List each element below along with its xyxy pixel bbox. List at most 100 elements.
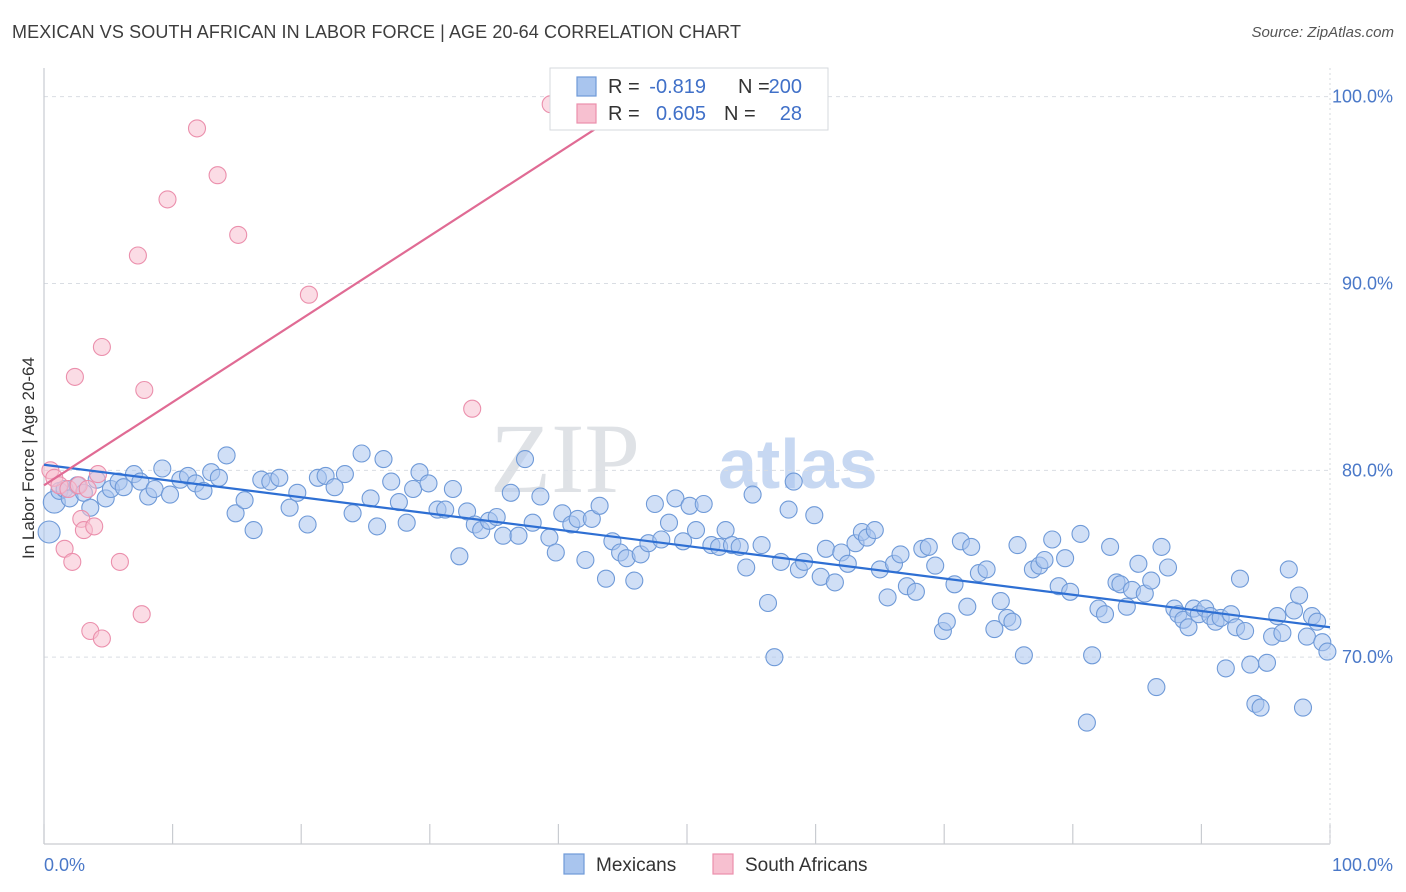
point-south-africans-18 <box>132 605 151 624</box>
point-mexicans-90 <box>716 521 735 540</box>
point-south-africans-15 <box>92 337 111 357</box>
point-south-africans-25 <box>463 399 482 418</box>
point-mexicans-130 <box>985 620 1004 639</box>
point-mexicans-143 <box>1071 524 1090 543</box>
point-mexicans-108 <box>838 554 857 573</box>
legend-r-value-2: 0.605 <box>656 103 706 125</box>
trend-line-mexicans <box>43 463 1331 629</box>
point-mexicans-172 <box>1230 569 1250 588</box>
point-mexicans-94 <box>743 485 762 504</box>
point-mexicans-141 <box>1056 549 1075 568</box>
point-mexicans-44 <box>382 472 401 491</box>
point-mexicans-53 <box>450 547 469 566</box>
legend-n-value-2: 28 <box>780 103 802 125</box>
point-mexicans-22 <box>194 481 213 500</box>
point-south-africans-16 <box>110 552 129 571</box>
chart-source: Source: ZipAtlas.com <box>1251 24 1394 41</box>
y-tick-label-2: 90.0% <box>1342 274 1393 294</box>
point-mexicans-98 <box>771 552 790 571</box>
point-south-africans-12 <box>85 517 104 536</box>
point-mexicans-182 <box>1284 601 1304 620</box>
point-mexicans-73 <box>596 569 616 588</box>
point-mexicans-147 <box>1095 605 1115 624</box>
point-mexicans-121 <box>926 556 945 575</box>
point-south-africans-10 <box>78 479 97 499</box>
point-south-africans-23 <box>229 225 248 244</box>
point-mexicans-25 <box>217 446 236 465</box>
point-mexicans-40 <box>352 444 371 463</box>
trend-line-south-africans <box>43 77 675 487</box>
point-mexicans-27 <box>235 491 254 510</box>
point-mexicans-46 <box>397 513 416 532</box>
point-mexicans-70 <box>576 550 595 570</box>
point-mexicans-134 <box>1008 536 1027 555</box>
legend-n-label-2: N = <box>724 103 761 125</box>
bottom-legend: Mexicans South Africans <box>563 853 868 876</box>
point-mexicans-120 <box>919 537 938 556</box>
point-mexicans-99 <box>779 500 798 519</box>
bottom-legend-swatch-south-africans <box>712 853 734 875</box>
point-mexicans-18 <box>160 485 180 504</box>
point-south-africans-13 <box>88 465 108 484</box>
point-mexicans-62 <box>515 450 535 469</box>
point-mexicans-180 <box>1273 623 1292 642</box>
point-mexicans-185 <box>1297 627 1316 646</box>
point-mexicans-72 <box>590 496 609 515</box>
point-mexicans-126 <box>958 597 977 616</box>
legend-swatch-mexicans <box>576 76 597 97</box>
bottom-legend-label-south-africans: South Africans <box>745 855 868 876</box>
point-mexicans-86 <box>686 521 706 540</box>
point-mexicans-131 <box>991 592 1010 611</box>
y-axis-label: In Labor Force | Age 20-64 <box>19 357 38 559</box>
bottom-legend-label-mexicans: Mexicans <box>596 855 676 876</box>
point-mexicans-155 <box>1142 571 1161 590</box>
point-south-africans-6 <box>65 367 84 386</box>
point-mexicans-83 <box>666 489 685 508</box>
point-mexicans-153 <box>1129 554 1148 573</box>
point-mexicans-33 <box>288 483 307 502</box>
point-south-africans-19 <box>135 380 154 400</box>
point-mexicans-145 <box>1083 646 1102 665</box>
point-mexicans-181 <box>1279 560 1298 579</box>
point-mexicans-100 <box>784 472 803 491</box>
point-mexicans-34 <box>298 515 317 534</box>
series-points <box>37 89 1337 732</box>
point-south-africans-24 <box>299 285 318 304</box>
point-mexicans-158 <box>1158 558 1178 577</box>
point-mexicans-142 <box>1061 582 1080 601</box>
legend-n-label-1: N = <box>738 76 775 98</box>
point-mexicans-129 <box>977 560 996 579</box>
point-mexicans-138 <box>1035 550 1054 570</box>
point-mexicans-60 <box>501 483 520 502</box>
point-south-africans-5 <box>63 552 82 571</box>
x-tick-labels: 0.0% 100.0% <box>44 855 1393 875</box>
y-tick-label-1: 80.0% <box>1342 460 1393 480</box>
point-mexicans-47 <box>404 479 423 499</box>
gridlines <box>44 96 1330 658</box>
point-mexicans-63 <box>523 513 542 532</box>
point-mexicans-157 <box>1152 537 1171 556</box>
point-mexicans-139 <box>1043 530 1062 549</box>
point-south-africans-22 <box>208 166 227 185</box>
point-mexicans-0 <box>37 520 61 544</box>
point-mexicans-61 <box>509 526 528 545</box>
point-mexicans-87 <box>694 494 713 514</box>
point-mexicans-17 <box>153 459 172 478</box>
y-tick-labels: 70.0% 80.0% 90.0% 100.0% <box>1332 87 1393 667</box>
point-mexicans-106 <box>825 573 844 592</box>
point-mexicans-133 <box>1003 612 1022 631</box>
y-tick-label-3: 100.0% <box>1332 87 1393 107</box>
point-mexicans-71 <box>582 509 601 528</box>
point-mexicans-52 <box>443 479 462 499</box>
point-mexicans-26 <box>226 504 245 523</box>
point-mexicans-123 <box>937 612 956 631</box>
legend-n-value-1: 200 <box>769 76 802 98</box>
point-mexicans-148 <box>1101 537 1120 556</box>
point-mexicans-64 <box>531 487 550 506</box>
point-mexicans-114 <box>878 588 897 607</box>
point-mexicans-77 <box>625 571 644 590</box>
point-south-africans-21 <box>187 119 207 138</box>
point-mexicans-118 <box>906 582 925 601</box>
chart-title: MEXICAN VS SOUTH AFRICAN IN LABOR FORCE … <box>12 22 742 42</box>
trend-lines <box>43 77 1331 629</box>
